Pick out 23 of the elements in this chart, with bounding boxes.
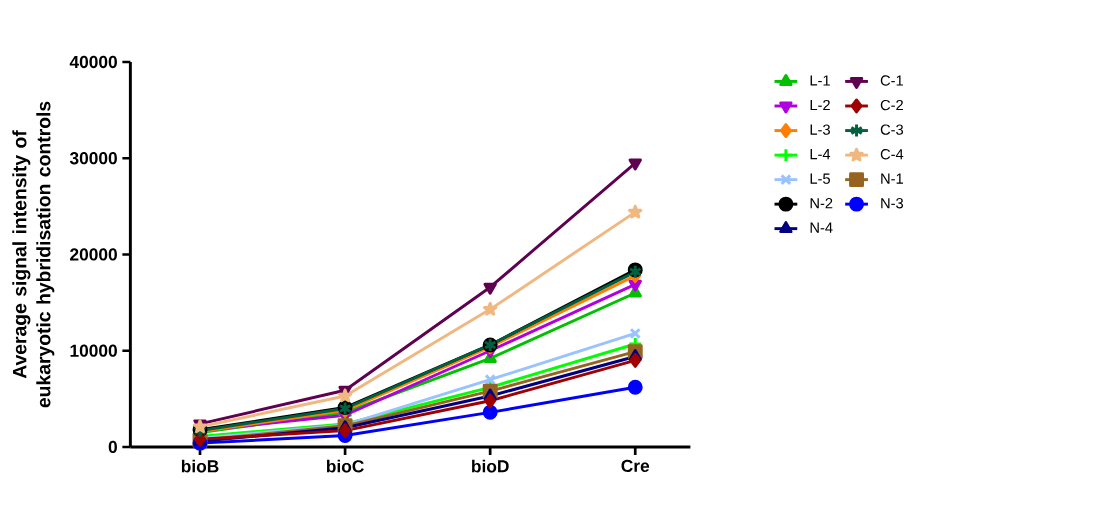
- y-tick-label: 0: [108, 440, 117, 454]
- legend-label: C-4: [880, 149, 904, 160]
- y-tick-label: 20000: [70, 248, 117, 261]
- y-tick-label: 10000: [70, 344, 117, 357]
- legend-label: C-2: [880, 99, 903, 111]
- legend-label: L-4: [810, 149, 831, 160]
- x-tick-label: bioD: [472, 459, 509, 473]
- legend-label: N-1: [881, 173, 903, 184]
- legend-label: L-3: [810, 124, 830, 135]
- y-axis-title: Average signal intensity of eukaryotic hybridisation controls: [12, 101, 55, 408]
- legend-label: C-3: [880, 124, 904, 135]
- legend-label: N-4: [810, 222, 833, 233]
- legend-label: C-1: [880, 75, 903, 86]
- legend-label: L-2: [810, 99, 830, 111]
- y-tick-label: 30000: [69, 152, 117, 165]
- legend-label: L-1: [810, 75, 830, 86]
- x-tick-label: Cre: [621, 459, 650, 472]
- x-tick-label: bioC: [326, 459, 364, 473]
- legend-label: L-5: [810, 173, 830, 184]
- y-tick-label: 40000: [69, 55, 117, 69]
- legend-label: N-2: [810, 198, 833, 209]
- legend-label: N-3: [881, 198, 904, 209]
- x-tick-label: bioB: [181, 459, 219, 473]
